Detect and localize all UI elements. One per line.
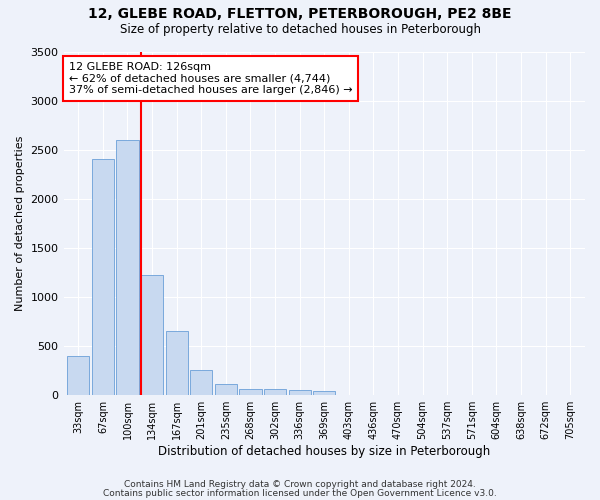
X-axis label: Distribution of detached houses by size in Peterborough: Distribution of detached houses by size … [158, 444, 490, 458]
Text: 12 GLEBE ROAD: 126sqm
← 62% of detached houses are smaller (4,744)
37% of semi-d: 12 GLEBE ROAD: 126sqm ← 62% of detached … [69, 62, 352, 95]
Bar [67, 356, 89, 395]
Text: Size of property relative to detached houses in Peterborough: Size of property relative to detached ho… [119, 22, 481, 36]
Bar [141, 275, 163, 394]
Bar [92, 160, 114, 394]
Text: Contains HM Land Registry data © Crown copyright and database right 2024.: Contains HM Land Registry data © Crown c… [124, 480, 476, 489]
Bar [289, 390, 311, 394]
Bar [313, 390, 335, 394]
Bar [116, 140, 139, 394]
Text: Contains public sector information licensed under the Open Government Licence v3: Contains public sector information licen… [103, 488, 497, 498]
Bar [215, 384, 237, 394]
Bar [264, 389, 286, 394]
Bar [166, 331, 188, 394]
Y-axis label: Number of detached properties: Number of detached properties [15, 136, 25, 311]
Bar [239, 388, 262, 394]
Bar [190, 370, 212, 394]
Text: 12, GLEBE ROAD, FLETTON, PETERBOROUGH, PE2 8BE: 12, GLEBE ROAD, FLETTON, PETERBOROUGH, P… [88, 8, 512, 22]
